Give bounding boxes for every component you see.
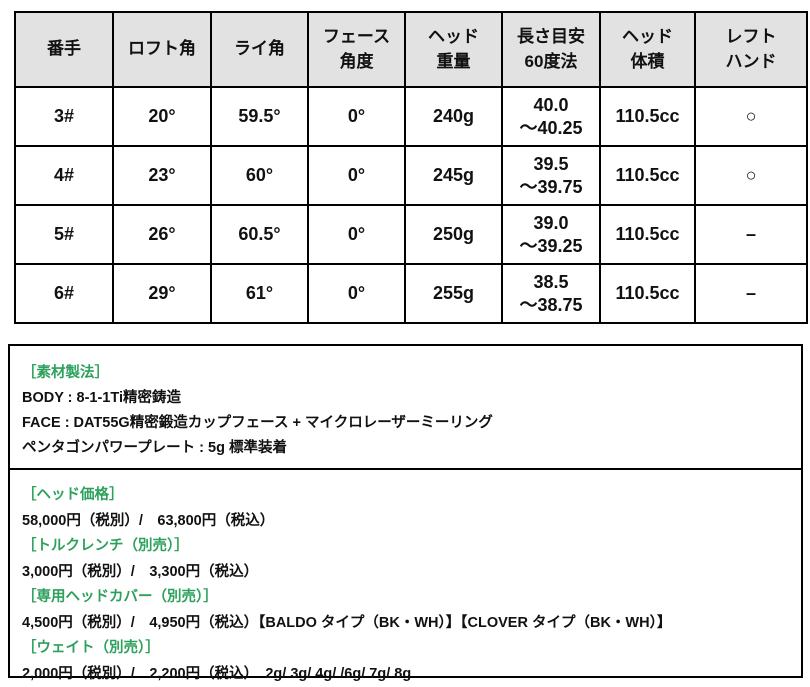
header-head-volume: ヘッド 体積: [600, 12, 695, 87]
cell-left-hand: –: [695, 264, 807, 323]
cell-club-number: 3#: [15, 87, 113, 146]
cell-head-volume: 110.5cc: [600, 205, 695, 264]
cell-lie-angle: 60.5°: [211, 205, 308, 264]
cell-head-volume: 110.5cc: [600, 87, 695, 146]
weight-heading: ［ウェイト（別売）］: [22, 636, 789, 662]
club-spec-table: 番手 ロフト角 ライ角 フェース 角度 ヘッド 重量 長さ目安 60度法 ヘッド…: [14, 11, 808, 324]
weight-price: 2,000円（税別）/ 2,200円（税込） 2g/ 3g/ 4g/ /6g/ …: [22, 662, 789, 687]
header-length-guide: 長さ目安 60度法: [502, 12, 600, 87]
cell-lie-angle: 60°: [211, 146, 308, 205]
cell-length-guide: 39.0 ～39.25: [502, 205, 600, 264]
cell-length-guide: 40.0 ～40.25: [502, 87, 600, 146]
cell-club-number: 5#: [15, 205, 113, 264]
face-material-line: FACE : DAT55G精密鍛造カップフェース + マイクロレーザーミーリング: [22, 411, 789, 436]
materials-info-box: ［素材製法］ BODY : 8-1-1Ti精密鋳造 FACE : DAT55G精…: [8, 344, 803, 470]
cell-head-volume: 110.5cc: [600, 264, 695, 323]
cell-face-angle: 0°: [308, 146, 405, 205]
spec-table-header: 番手 ロフト角 ライ角 フェース 角度 ヘッド 重量 長さ目安 60度法 ヘッド…: [15, 12, 807, 87]
torque-wrench-price: 3,000円（税別）/ 3,300円（税込）: [22, 560, 789, 586]
cell-face-angle: 0°: [308, 87, 405, 146]
materials-heading: ［素材製法］: [22, 361, 789, 386]
cell-head-weight: 245g: [405, 146, 502, 205]
table-row-3i: 3# 20° 59.5° 0° 240g 40.0 ～40.25 110.5cc…: [15, 87, 807, 146]
header-club-number: 番手: [15, 12, 113, 87]
head-cover-price: 4,500円（税別）/ 4,950円（税込）【BALDO タイプ（BK・WH）】…: [22, 611, 789, 637]
head-cover-heading: ［専用ヘッドカバー（別売）］: [22, 585, 789, 611]
header-loft-angle: ロフト角: [113, 12, 211, 87]
cell-length-guide: 38.5 ～38.75: [502, 264, 600, 323]
cell-face-angle: 0°: [308, 205, 405, 264]
cell-left-hand: ○: [695, 87, 807, 146]
cell-length-guide: 39.5 ～39.75: [502, 146, 600, 205]
header-left-hand: レフト ハンド: [695, 12, 807, 87]
body-material-line: BODY : 8-1-1Ti精密鋳造: [22, 386, 789, 411]
cell-loft-angle: 23°: [113, 146, 211, 205]
cell-left-hand: ○: [695, 146, 807, 205]
cell-lie-angle: 59.5°: [211, 87, 308, 146]
head-price-value: 58,000円（税別）/ 63,800円（税込）: [22, 509, 789, 535]
spec-table-body: 3# 20° 59.5° 0° 240g 40.0 ～40.25 110.5cc…: [15, 87, 807, 323]
header-row: 番手 ロフト角 ライ角 フェース 角度 ヘッド 重量 長さ目安 60度法 ヘッド…: [15, 12, 807, 87]
cell-club-number: 4#: [15, 146, 113, 205]
cell-head-weight: 240g: [405, 87, 502, 146]
cell-loft-angle: 26°: [113, 205, 211, 264]
table-row-5i: 5# 26° 60.5° 0° 250g 39.0 ～39.25 110.5cc…: [15, 205, 807, 264]
table-row-6i: 6# 29° 61° 0° 255g 38.5 ～38.75 110.5cc –: [15, 264, 807, 323]
cell-lie-angle: 61°: [211, 264, 308, 323]
table-row-4i: 4# 23° 60° 0° 245g 39.5 ～39.75 110.5cc ○: [15, 146, 807, 205]
cell-club-number: 6#: [15, 264, 113, 323]
cell-loft-angle: 29°: [113, 264, 211, 323]
header-head-weight: ヘッド 重量: [405, 12, 502, 87]
cell-left-hand: –: [695, 205, 807, 264]
cell-head-volume: 110.5cc: [600, 146, 695, 205]
cell-head-weight: 255g: [405, 264, 502, 323]
header-face-angle: フェース 角度: [308, 12, 405, 87]
power-plate-line: ペンタゴンパワープレート : 5g 標準装着: [22, 436, 789, 461]
head-price-heading: ［ヘッド価格］: [22, 483, 789, 509]
cell-head-weight: 250g: [405, 205, 502, 264]
header-lie-angle: ライ角: [211, 12, 308, 87]
cell-loft-angle: 20°: [113, 87, 211, 146]
cell-face-angle: 0°: [308, 264, 405, 323]
torque-wrench-heading: ［トルクレンチ（別売）］: [22, 534, 789, 560]
pricing-info-box: ［ヘッド価格］ 58,000円（税別）/ 63,800円（税込） ［トルクレンチ…: [8, 468, 803, 678]
